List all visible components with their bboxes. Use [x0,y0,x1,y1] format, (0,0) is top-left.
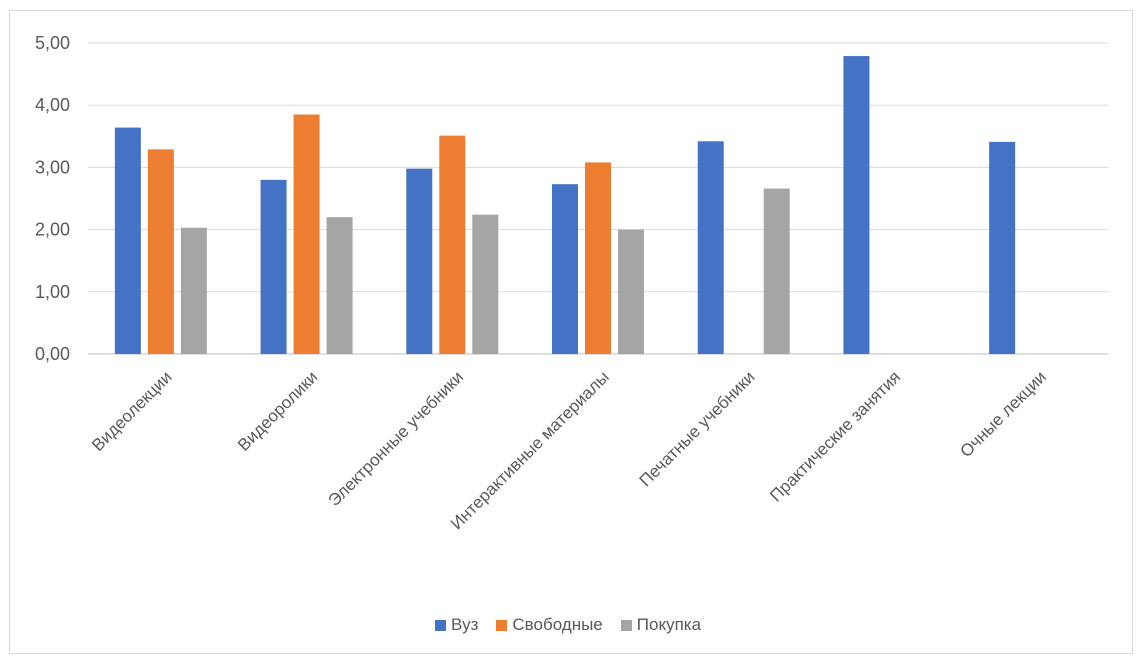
bar [843,56,870,354]
legend: Вуз Свободные Покупка [0,615,1136,635]
legend-swatch [620,619,632,631]
legend-item: Покупка [620,615,702,635]
bar [552,184,578,354]
x-tick-label: Видеоролики [234,367,321,454]
bar [326,217,353,354]
legend-swatch [434,619,446,631]
legend-swatch [496,619,508,631]
bar [406,168,433,354]
bar [180,227,207,354]
bar [439,135,466,354]
legend-label: Вуз [450,615,479,634]
y-tick-label: 4,00 [35,95,70,115]
bar [697,141,724,354]
bar [260,179,287,354]
legend-label: Покупка [636,615,702,634]
legend-item: Свободные [496,615,603,635]
x-axis-tick-labels: Видеолекции Видеоролики Электронные учебни… [88,367,1050,533]
bar [114,127,141,354]
bar [472,214,499,354]
y-tick-label: 3,00 [35,157,70,177]
y-tick-label: 2,00 [35,220,70,240]
x-tick-label: Очные лекции [956,367,1050,461]
bar [293,114,320,354]
legend-item: Вуз [434,615,479,635]
chart-frame [9,10,1133,654]
y-tick-label: 1,00 [35,282,70,302]
y-axis-tick-labels: 0,00 1,00 2,00 3,00 4,00 5,00 [35,33,70,364]
x-tick-label: Электронные учебники [324,367,467,510]
x-tick-label: Печатные учебники [636,367,759,490]
bar [618,229,644,354]
bar [147,149,174,354]
x-tick-label: Интерактивные материалы [447,367,613,533]
x-tick-label: Практические занятия [766,367,904,505]
y-tick-label: 5,00 [35,33,70,53]
bar [763,188,790,354]
x-tick-label: Видеолекции [88,367,176,455]
bar [585,162,611,354]
y-tick-label: 0,00 [35,344,70,364]
gridlines [88,42,1108,355]
legend-label: Свободные [512,615,603,634]
bar [989,141,1016,354]
bars [114,56,1016,354]
